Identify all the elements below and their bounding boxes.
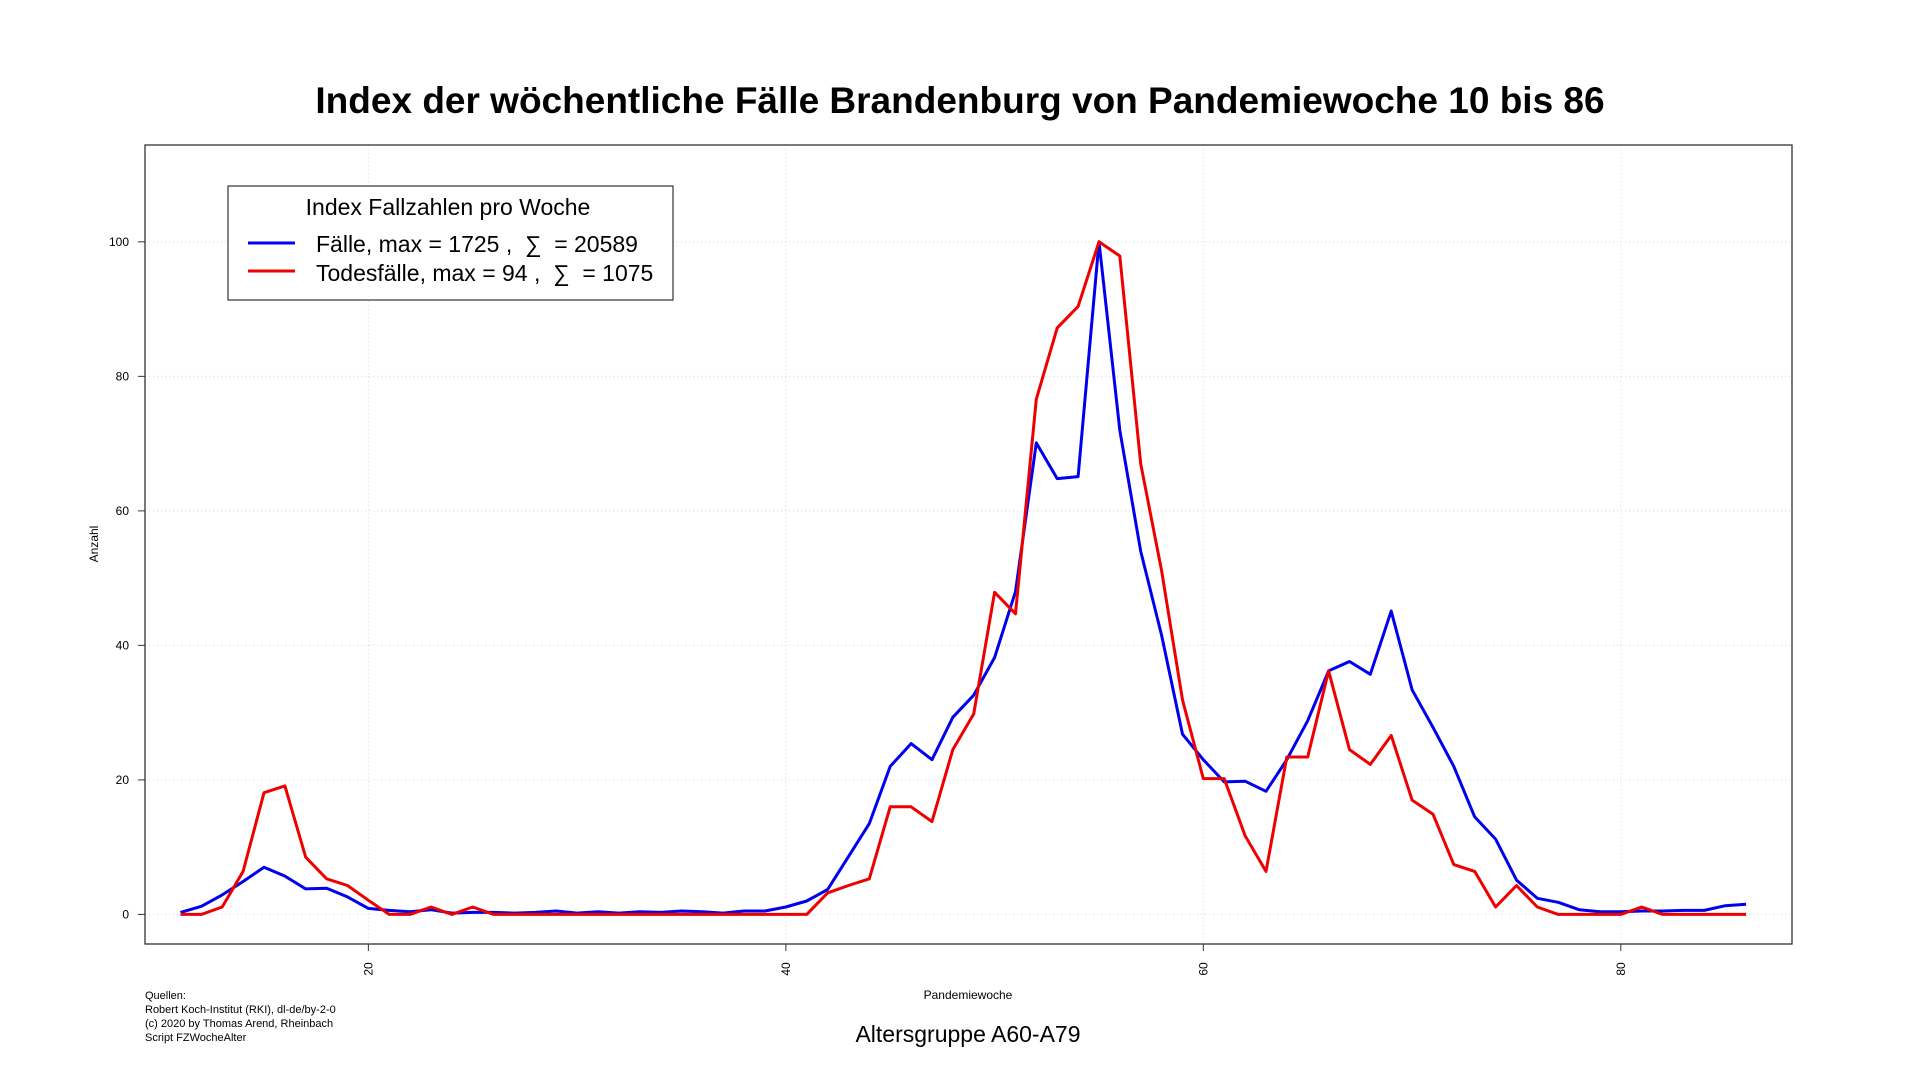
y-tick-label: 80 [116,369,130,383]
chart-subtitle: Altersgruppe A60-A79 [855,1021,1080,1047]
source-line-1: Quellen: [145,990,186,1002]
plot-frame [144,144,1793,945]
x-tick-label: 60 [1196,962,1210,976]
source-line-2: Robert Koch-Institut (RKI), dl-de/by-2-0 [145,1004,336,1016]
source-line-3: (c) 2020 by Thomas Arend, Rheinbach [145,1018,333,1030]
y-tick-label: 60 [116,504,130,518]
x-axis: 20 40 60 80 [361,944,1628,976]
legend-title: Index Fallzahlen pro Woche [306,194,591,220]
y-tick-label: 100 [109,235,129,249]
x-tick-label: 20 [361,962,375,976]
legend-entry-todesfaelle: Todesfälle, max = 94 , ∑ = 1075 [316,260,653,286]
grid [145,145,1792,944]
legend-entry-faelle: Fälle, max = 1725 , ∑ = 20589 [316,231,638,257]
y-tick-label: 40 [116,638,130,652]
source-line-4: Script FZWocheAlter [145,1032,247,1044]
x-axis-label: Pandemiewoche [924,988,1013,1002]
source-notes: Quellen: Robert Koch-Institut (RKI), dl-… [145,990,336,1044]
series-line-todesfaelle [180,240,1747,916]
y-axis-label: Anzahl [87,526,101,563]
x-tick-label: 40 [779,962,793,976]
y-tick-label: 0 [122,907,129,921]
legend-box [227,185,674,301]
series-lines [180,240,1747,916]
chart-title: Index der wöchentliche Fälle Brandenburg… [315,80,1604,121]
series-line-faelle [180,240,1747,915]
x-tick-label: 80 [1614,962,1628,976]
y-axis: 0 20 40 60 80 100 [109,235,145,921]
y-tick-label: 20 [116,773,130,787]
legend: Index Fallzahlen pro Woche Fälle, max = … [227,185,674,301]
